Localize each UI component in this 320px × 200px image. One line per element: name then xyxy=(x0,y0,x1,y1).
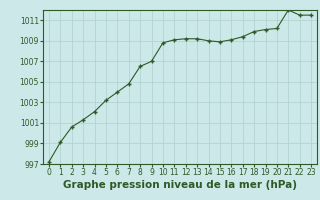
X-axis label: Graphe pression niveau de la mer (hPa): Graphe pression niveau de la mer (hPa) xyxy=(63,180,297,190)
